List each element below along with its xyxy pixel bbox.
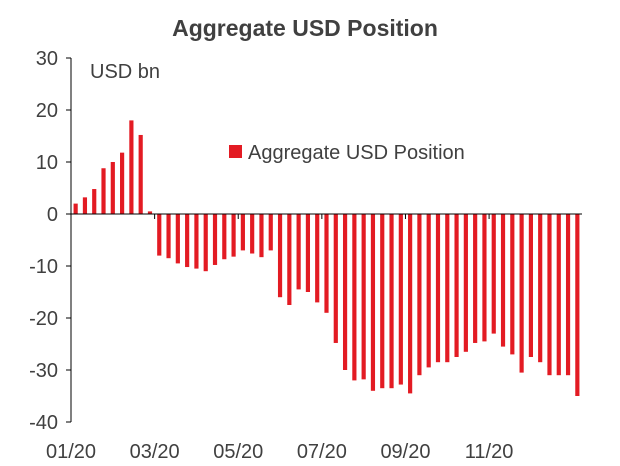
bar [426, 214, 431, 368]
bar [398, 214, 403, 385]
bars [73, 120, 580, 396]
bar [250, 214, 255, 254]
bar [519, 214, 524, 373]
bar [575, 214, 580, 396]
bar [352, 214, 357, 381]
bar [361, 214, 366, 380]
bar [101, 168, 106, 214]
bar [565, 214, 571, 376]
legend-swatch [229, 145, 242, 158]
bar [175, 214, 180, 264]
bar [370, 214, 376, 391]
bar [500, 214, 506, 347]
axes [70, 58, 582, 422]
bar [138, 134, 143, 214]
y-tick-label: -30 [29, 360, 58, 382]
y-tick-label: -20 [29, 308, 58, 330]
bar [454, 214, 459, 357]
legend: Aggregate USD Position [229, 142, 465, 164]
bar [491, 214, 496, 334]
y-tick-label: -10 [29, 256, 58, 278]
y-tick-label: 0 [47, 204, 58, 226]
y-tick-label: 20 [36, 100, 58, 122]
bar [222, 214, 227, 260]
bar [185, 214, 190, 268]
bar [268, 214, 273, 251]
y-axis-ticks: 30 20 10 0 -10 -20 -30 -40 [29, 48, 71, 434]
bar [528, 214, 533, 357]
x-tick-label: 01/20 [46, 441, 96, 463]
bar [231, 214, 236, 257]
bar [333, 214, 338, 343]
bar [287, 214, 292, 305]
bar [510, 214, 515, 355]
bar [147, 211, 153, 214]
bar [110, 162, 115, 214]
x-tick-label: 05/20 [213, 441, 263, 463]
bar [482, 214, 487, 342]
bar [324, 214, 329, 313]
bar [157, 214, 162, 256]
bar [240, 214, 245, 251]
bar [277, 214, 283, 298]
bar [92, 189, 97, 214]
y-tick-label: -40 [29, 412, 58, 434]
bar [73, 203, 78, 214]
bar [82, 197, 88, 214]
bar [203, 214, 208, 272]
chart-title: Aggregate USD Position [172, 15, 438, 41]
bar [408, 214, 413, 394]
bar [445, 214, 450, 363]
bar [194, 214, 199, 269]
x-tick-label: 09/20 [380, 441, 430, 463]
bar [259, 214, 264, 258]
x-tick-label: 07/20 [297, 441, 347, 463]
bar [129, 120, 134, 214]
bar [435, 214, 441, 363]
bar [212, 214, 218, 265]
y-unit-label: USD bn [90, 61, 160, 83]
bar [296, 214, 301, 290]
y-tick-label: 30 [36, 48, 58, 70]
bar [380, 214, 385, 389]
bar [342, 214, 348, 370]
bar [556, 214, 561, 376]
bar [120, 152, 125, 214]
bar [547, 214, 552, 376]
bar [538, 214, 543, 363]
bar [463, 214, 468, 352]
x-axis-ticks: 01/20 03/20 05/20 07/20 09/20 11/20 [46, 214, 513, 463]
bar [166, 214, 171, 259]
bar [473, 214, 478, 343]
bar [315, 214, 320, 303]
bar [305, 214, 311, 292]
y-tick-label: 10 [36, 152, 58, 174]
bar [417, 214, 422, 376]
x-tick-label: 11/20 [465, 441, 514, 463]
bar [389, 214, 394, 389]
x-tick-label: 03/20 [130, 441, 180, 463]
legend-label: Aggregate USD Position [248, 142, 465, 164]
